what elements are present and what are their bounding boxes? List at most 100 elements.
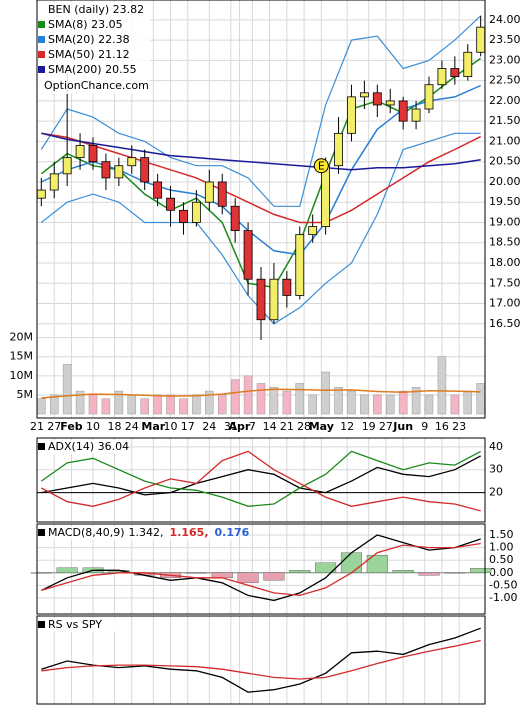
upper-band: [40, 15, 482, 207]
sma-line: [41, 132, 481, 171]
legend-swatch: [38, 21, 45, 28]
candle-body: [347, 96, 356, 134]
y-tick-label: 20.00: [489, 175, 521, 188]
y-tick-label: 1.00: [489, 541, 514, 554]
chart-title: BEN (daily) 23.82: [48, 3, 144, 16]
legend-box: [38, 2, 150, 94]
candle-body: [204, 181, 214, 203]
volume-bar: [424, 394, 434, 415]
y-tick-label: 30: [489, 463, 503, 476]
histogram-bar: [211, 572, 233, 578]
x-tick-label: Apr: [229, 420, 251, 433]
histogram-bar: [30, 572, 52, 574]
candle-body: [153, 181, 163, 199]
histogram-bar: [185, 572, 207, 574]
volume-bar: [398, 390, 408, 415]
histogram-bar: [470, 568, 492, 573]
candle-body: [295, 234, 305, 296]
x-tick-label: 28: [297, 420, 311, 433]
macd-value: 0.176: [215, 526, 250, 539]
volume-bar: [205, 390, 214, 415]
volume-bar: [347, 390, 356, 415]
volume-bar: [476, 383, 485, 415]
candle-body: [36, 189, 46, 199]
candle-body: [411, 108, 421, 122]
volume-bar: [295, 383, 305, 415]
legend-label: SMA(50) 21.12: [48, 48, 130, 61]
legend-label: SMA(8) 23.05: [48, 18, 123, 31]
volume-bar: [463, 390, 473, 415]
panel-title: RS vs SPY: [48, 618, 102, 631]
x-tick-label: 24: [125, 420, 139, 433]
panel-label-box: [38, 440, 128, 454]
histogram-bar: [56, 567, 78, 573]
candle-body: [166, 197, 175, 211]
panel-label-box: [38, 618, 128, 632]
earnings-label: E: [318, 160, 325, 173]
candle-body: [191, 201, 201, 223]
x-tick-label: 17: [181, 420, 195, 433]
panel-frame: [36, 437, 486, 523]
indicator-line: [41, 455, 482, 496]
volume-bar: [127, 394, 137, 415]
histogram-bar: [392, 570, 414, 573]
y-tick-label: 40: [489, 440, 503, 453]
volume-bar: [192, 394, 201, 415]
y-tick-label: 17.00: [489, 297, 521, 310]
volume-bar: [49, 394, 59, 415]
candle-body: [140, 157, 150, 183]
histogram-bar: [237, 572, 259, 584]
volume-tick-label: 15M: [10, 350, 34, 363]
x-tick-label: 27: [379, 420, 393, 433]
x-tick-label: Mar: [141, 420, 165, 433]
y-tick-label: 24.00: [489, 13, 521, 26]
x-tick-label: 27: [47, 420, 61, 433]
x-tick-label: 16: [435, 420, 449, 433]
y-tick-label: 20: [489, 486, 503, 499]
panel-title: MACD(8,40,9): [48, 526, 125, 539]
volume-bar: [75, 390, 85, 415]
volume-bar: [360, 394, 369, 415]
volume-bar: [385, 394, 395, 415]
candle-body: [450, 68, 460, 77]
volume-bar: [230, 379, 240, 415]
panel-label-box: [38, 526, 238, 540]
y-tick-label: 19.00: [489, 215, 521, 228]
x-tick-label: 24: [202, 420, 216, 433]
volume-bar: [373, 394, 382, 415]
panel-frame: [36, 523, 486, 615]
indicator-line: [41, 542, 481, 597]
x-tick-label: 18: [108, 420, 122, 433]
y-tick-label: 0.00: [489, 566, 514, 579]
y-tick-label: 21.00: [489, 134, 521, 147]
candle-body: [179, 209, 188, 223]
candle-body: [359, 92, 369, 98]
histogram-bar: [289, 570, 311, 573]
histogram-bar: [263, 572, 285, 581]
candle-body: [334, 132, 343, 167]
volume-bar: [179, 398, 188, 415]
y-tick-label: 22.50: [489, 74, 521, 87]
source-label: OptionChance.com: [44, 79, 149, 92]
x-tick-label: May: [309, 420, 334, 433]
volume-bar: [450, 394, 460, 415]
histogram-bar: [340, 552, 363, 573]
candle-body: [62, 157, 72, 175]
indicator-line: [40, 450, 481, 512]
candle-body: [256, 278, 266, 321]
volume-bar: [88, 394, 98, 415]
volume-bar: [101, 398, 111, 415]
x-tick-label: 14: [263, 420, 277, 433]
panel-frame: [36, 0, 486, 419]
earnings-marker: [313, 158, 329, 174]
y-tick-label: 20.50: [489, 155, 521, 168]
volume-bar: [321, 371, 330, 415]
histogram-bar: [444, 572, 466, 574]
candle-body: [101, 161, 111, 179]
y-tick-label: 16.50: [489, 317, 521, 330]
volume-bar: [269, 387, 279, 415]
x-tick-label: 10: [86, 420, 100, 433]
volume-bar: [243, 375, 253, 415]
x-tick-label: Jun: [392, 420, 413, 433]
